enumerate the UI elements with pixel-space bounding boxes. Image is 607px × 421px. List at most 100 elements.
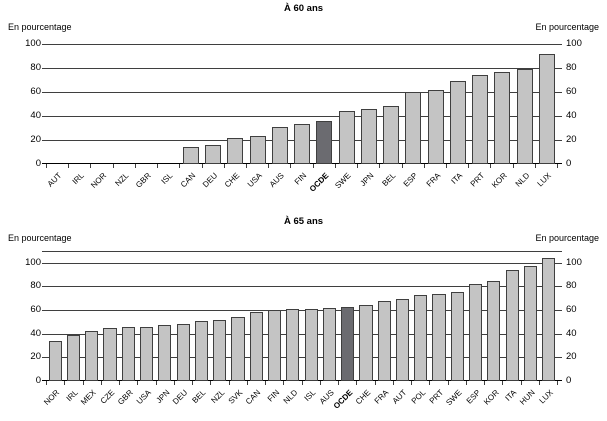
x-tick	[82, 381, 101, 385]
bar-slot-LUX	[540, 251, 558, 381]
x-label-slot-USA: USA	[134, 385, 155, 421]
x-tick	[357, 164, 379, 168]
bar-slot-NLD	[514, 44, 536, 164]
plot-row: 0 20 40 60 80 100 0 20 40 60 80 100	[0, 251, 607, 386]
x-tick	[210, 381, 228, 385]
bar-slot-POL	[412, 251, 430, 381]
chart-a-65-ans: À 65 ans En pourcentage En pourcentage 0…	[0, 206, 607, 421]
bar-KOR	[487, 280, 501, 381]
gridline-60	[42, 310, 562, 312]
bar-slot-NLD	[284, 251, 302, 381]
y-tick-label-20: 20	[30, 134, 41, 145]
x-label-slot-FRA: FRA	[373, 385, 393, 421]
x-label-AUT: AUT	[45, 171, 64, 189]
bar-AUT	[395, 299, 410, 381]
x-tick	[119, 381, 137, 385]
plot-area	[42, 251, 562, 381]
y-axis-unit-label-left: En pourcentage	[8, 22, 72, 32]
x-label-ISL: ISL	[302, 388, 318, 403]
bar-IRL	[66, 334, 80, 381]
bar-ITA	[449, 81, 466, 164]
x-label-slot-KOR: KOR	[490, 168, 513, 206]
bar-DEU	[204, 144, 221, 164]
y-tick-label-60: 60	[566, 304, 577, 316]
x-label-DEU: DEU	[201, 171, 220, 190]
left-spacer	[0, 164, 46, 206]
gridline-80	[42, 68, 562, 69]
left-spacer	[0, 381, 46, 421]
x-label-slot-OCDE: OCDE	[308, 168, 335, 206]
x-tick	[283, 381, 301, 385]
plot-row: 0 20 40 60 80 100 0 20 40 60 80 100	[0, 39, 607, 169]
y-axis-right: 0 20 40 60 80 100	[558, 251, 607, 385]
x-label-slot-CZE: CZE	[98, 385, 119, 421]
x-tick	[319, 381, 338, 385]
x-label-slot-IRL: IRL	[68, 168, 90, 206]
x-label-USA: USA	[245, 171, 264, 189]
bar-ITA	[505, 269, 519, 381]
chart-a-60-ans: À 60 ans En pourcentage En pourcentage 0…	[0, 0, 607, 206]
x-axis-area: AUT IRL NOR NZL GBR ISL CAN DEU CHE USA AUS FIN OCDE…	[0, 164, 607, 206]
bar-JPN	[158, 325, 172, 381]
x-label-slot-ITA: ITA	[447, 168, 469, 206]
x-label-slot-CHE: CHE	[353, 385, 375, 421]
y-tick-label-80: 80	[566, 280, 577, 292]
gridline-100	[42, 262, 562, 264]
x-label-slot-MEX: MEX	[79, 385, 101, 421]
x-axis-area: NOR IRL MEX CZE GBR USA JPN DEU BEL NZL SVK CAN FIN N…	[0, 381, 607, 421]
x-label-IRL: IRL	[70, 171, 86, 187]
bar-slot-ESP	[402, 44, 424, 164]
x-label-ESP: ESP	[402, 171, 420, 189]
x-tick	[157, 164, 179, 168]
x-ticks	[46, 164, 558, 168]
x-label-ISL: ISL	[159, 171, 175, 186]
x-label-slot-AUS: AUS	[268, 168, 291, 206]
gridline-80	[42, 286, 562, 288]
x-label-NOR: NOR	[42, 388, 62, 407]
x-tick	[520, 381, 539, 385]
bar-slot-ITA	[503, 251, 521, 381]
bar-CAN	[249, 312, 263, 381]
x-label-GBR: GBR	[133, 171, 153, 190]
y-tick-label-0: 0	[566, 158, 572, 169]
x-tick	[46, 381, 64, 385]
bar-slot-AUT	[46, 44, 68, 164]
bar-slot-KOR	[491, 44, 513, 164]
x-tick	[112, 164, 135, 168]
bar-slot-IRL	[68, 44, 90, 164]
x-label-slot-AUT: AUT	[391, 385, 411, 421]
x-tick	[538, 381, 557, 385]
x-label-slot-USA: USA	[246, 168, 268, 206]
x-label-MEX: MEX	[79, 388, 99, 407]
x-tick	[137, 381, 155, 385]
x-label-ESP: ESP	[464, 388, 482, 406]
bar-USA	[249, 136, 266, 164]
x-label-slot-ITA: ITA	[503, 385, 521, 421]
x-label-slot-NLD: NLD	[513, 168, 536, 206]
x-tick	[490, 164, 512, 168]
x-label-ITA: ITA	[449, 171, 465, 186]
x-label-ITA: ITA	[503, 388, 519, 403]
x-label-PRT: PRT	[468, 171, 487, 189]
x-tick	[90, 164, 112, 168]
x-label-USA: USA	[134, 388, 153, 406]
x-tick	[192, 381, 210, 385]
bar-slot-FIN	[265, 251, 283, 381]
x-label-slot-NOR: NOR	[89, 168, 113, 206]
units-row: En pourcentage En pourcentage	[0, 22, 607, 32]
x-label-CHE: CHE	[353, 388, 373, 407]
x-tick	[447, 381, 466, 385]
highlight-bar-OCDE	[341, 306, 355, 381]
bar-slot-PRT	[430, 251, 448, 381]
x-label-JPN: JPN	[154, 388, 172, 406]
gridline-60	[42, 92, 562, 93]
bar-slot-JPN	[156, 251, 174, 381]
x-label-CZE: CZE	[98, 388, 117, 406]
x-axis-line	[42, 380, 562, 381]
y-axis-right: 0 20 40 60 80 100	[558, 39, 607, 169]
x-tick	[290, 164, 312, 168]
x-tick	[223, 164, 246, 168]
x-label-LUX: LUX	[537, 388, 556, 406]
bar-PRT	[472, 75, 489, 164]
